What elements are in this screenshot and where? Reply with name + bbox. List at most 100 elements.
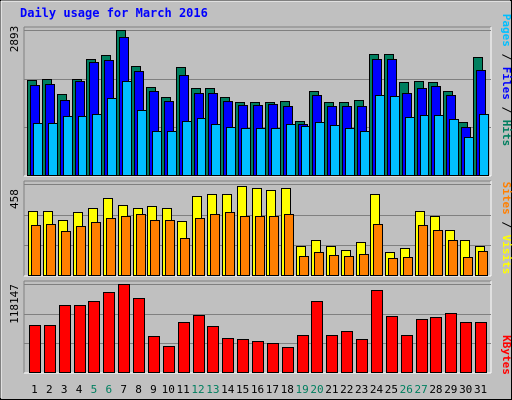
kbytes-bar-day-31 — [475, 322, 487, 373]
visits-sites-axis-label: Sites / Visits — [500, 182, 512, 275]
pages-bar-day-10 — [167, 131, 177, 176]
day-label-16: 16 — [251, 383, 264, 396]
sites-bar-day-16 — [255, 216, 265, 276]
pages-bar-day-30 — [464, 137, 474, 176]
sites-bar-day-25 — [388, 258, 398, 276]
pages-bar-day-31 — [479, 114, 489, 176]
sites-bar-day-20 — [314, 252, 324, 276]
day-label-27: 27 — [414, 383, 427, 396]
kbytes-panel — [23, 280, 492, 374]
day-label-5: 5 — [91, 383, 98, 396]
kbytes-bar-day-24 — [371, 290, 383, 373]
sites-bar-day-28 — [433, 230, 443, 276]
sites-bar-day-1 — [31, 225, 41, 276]
pages-bar-day-21 — [330, 125, 340, 176]
hits-ymax-label: 2893 — [8, 26, 21, 53]
kbytes-bar-day-30 — [460, 322, 472, 373]
day-label-25: 25 — [385, 383, 398, 396]
pages-bar-day-16 — [256, 128, 266, 176]
hits-files-pages-axis-label: Pages / Files / Hits — [500, 14, 512, 147]
pages-bar-day-14 — [226, 127, 236, 176]
chart-title: Daily usage for March 2016 — [20, 6, 208, 20]
kbytes-bar-day-20 — [311, 301, 323, 373]
kbytes-bar-day-4 — [74, 305, 86, 373]
kbytes-bar-day-12 — [193, 315, 205, 373]
day-label-6: 6 — [105, 383, 112, 396]
kbytes-bar-day-3 — [59, 305, 71, 373]
kbytes-bar-day-5 — [88, 301, 100, 373]
kbytes-bar-day-16 — [252, 341, 264, 373]
kbytes-bar-day-19 — [297, 335, 309, 373]
sites-bar-day-4 — [76, 226, 86, 276]
kbytes-bar-day-29 — [445, 313, 457, 373]
sites-bar-day-8 — [136, 214, 146, 276]
kbytes-bar-day-28 — [430, 317, 442, 373]
kbytes-bar-day-23 — [356, 339, 368, 373]
day-label-1: 1 — [31, 383, 38, 396]
kbytes-bar-day-6 — [103, 292, 115, 373]
day-label-4: 4 — [76, 383, 83, 396]
sites-bar-day-18 — [284, 214, 294, 276]
day-label-19: 19 — [295, 383, 308, 396]
kbytes-bar-day-11 — [178, 322, 190, 373]
day-label-23: 23 — [355, 383, 368, 396]
sites-bar-day-23 — [359, 254, 369, 276]
pages-bar-day-11 — [182, 121, 192, 176]
sites-bar-day-22 — [344, 256, 354, 276]
sites-bar-day-21 — [329, 255, 339, 276]
sites-bar-day-14 — [225, 212, 235, 276]
pages-bar-day-25 — [390, 96, 400, 176]
pages-bar-day-17 — [271, 128, 281, 176]
day-label-15: 15 — [236, 383, 249, 396]
day-label-7: 7 — [120, 383, 127, 396]
day-label-9: 9 — [150, 383, 157, 396]
pages-bar-day-2 — [48, 123, 58, 176]
pages-bar-day-18 — [286, 124, 296, 176]
kbytes-bar-day-13 — [207, 326, 219, 373]
pages-bar-day-15 — [241, 128, 251, 176]
day-label-2: 2 — [46, 383, 53, 396]
day-label-3: 3 — [61, 383, 68, 396]
pages-bar-day-6 — [107, 98, 117, 176]
day-label-22: 22 — [340, 383, 353, 396]
day-label-28: 28 — [429, 383, 442, 396]
kbytes-bar-day-17 — [267, 343, 279, 373]
sites-bar-day-2 — [46, 224, 56, 276]
sites-bar-day-26 — [403, 257, 413, 276]
kbytes-bar-day-25 — [386, 316, 398, 373]
sites-bar-day-15 — [240, 216, 250, 276]
sites-bar-day-12 — [195, 218, 205, 276]
kbytes-ymax-label: 118147 — [8, 284, 21, 324]
kbytes-bar-day-14 — [222, 338, 234, 373]
day-label-13: 13 — [206, 383, 219, 396]
sites-bar-day-31 — [478, 251, 488, 276]
pages-bar-day-20 — [315, 122, 325, 176]
kbytes-bar-day-27 — [416, 319, 428, 373]
pages-bar-day-7 — [122, 81, 132, 176]
hits-files-pages-panel — [23, 26, 492, 177]
kbytes-bar-day-26 — [401, 335, 413, 373]
pages-bar-day-5 — [92, 114, 102, 176]
sites-bar-day-29 — [448, 240, 458, 276]
kbytes-bar-day-10 — [163, 346, 175, 373]
kbytes-bar-day-15 — [237, 339, 249, 373]
sites-bar-day-27 — [418, 225, 428, 276]
kbytes-bar-day-22 — [341, 331, 353, 373]
day-label-11: 11 — [177, 383, 190, 396]
kbytes-axis-label: KBytes — [500, 335, 512, 375]
day-label-12: 12 — [191, 383, 204, 396]
day-label-18: 18 — [281, 383, 294, 396]
day-label-10: 10 — [162, 383, 175, 396]
pages-bar-day-9 — [152, 131, 162, 176]
pages-bar-day-23 — [360, 131, 370, 176]
visits-ymax-label: 458 — [8, 189, 21, 209]
pages-bar-day-8 — [137, 110, 147, 176]
sites-bar-day-11 — [180, 238, 190, 276]
kbytes-bar-day-7 — [118, 284, 130, 373]
kbytes-bar-day-21 — [326, 335, 338, 373]
day-label-24: 24 — [370, 383, 384, 396]
day-label-8: 8 — [135, 383, 142, 396]
sites-bar-day-7 — [121, 216, 131, 276]
pages-bar-day-26 — [405, 117, 415, 176]
